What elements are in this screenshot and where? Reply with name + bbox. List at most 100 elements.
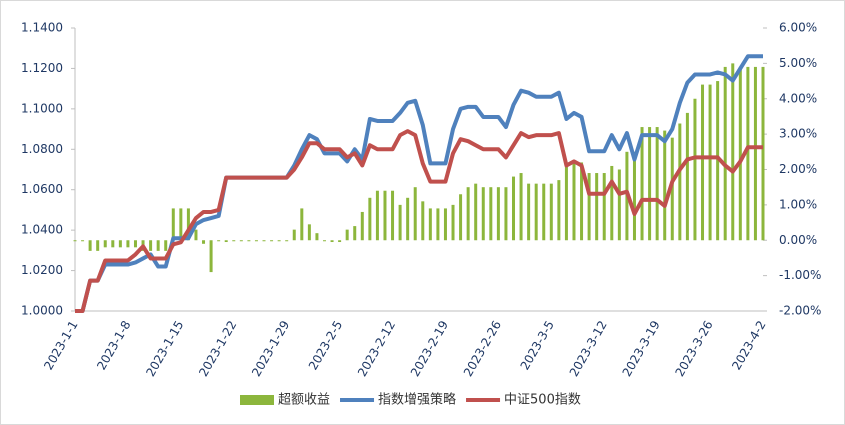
y2-tick-label: 5.00%	[779, 56, 817, 70]
bar	[436, 208, 440, 241]
bar	[549, 183, 553, 241]
bar	[708, 84, 712, 241]
bar	[300, 208, 304, 241]
bar	[368, 197, 372, 241]
y2-tick-label: -1.00%	[779, 268, 821, 282]
bar	[413, 187, 417, 241]
bar	[254, 240, 258, 242]
bar	[391, 190, 395, 241]
bar	[285, 240, 289, 242]
bar	[345, 229, 349, 241]
y2-tick-label: 0.00%	[779, 233, 817, 247]
y-tick-label: 1.0400	[21, 223, 63, 237]
line	[75, 129, 763, 313]
bar	[421, 201, 425, 241]
y2-tick-label: 1.00%	[779, 197, 817, 211]
bar	[239, 240, 243, 242]
bar	[617, 169, 621, 241]
y2-tick-label: 2.00%	[779, 162, 817, 176]
y2-tick-label: 3.00%	[779, 127, 817, 141]
bar	[640, 127, 644, 241]
bar	[678, 123, 682, 241]
bar	[572, 162, 576, 241]
bar	[519, 173, 523, 241]
legend-label: 超额收益	[278, 393, 330, 408]
bar	[610, 165, 614, 241]
bar	[564, 165, 568, 241]
bar	[443, 208, 447, 241]
bar	[383, 190, 387, 241]
y-tick-label: 1.0200	[21, 263, 63, 277]
bar	[315, 233, 319, 241]
y-tick-label: 1.1400	[21, 21, 63, 35]
bar	[202, 240, 206, 244]
y-tick-label: 1.0000	[21, 304, 63, 318]
bar	[489, 187, 493, 241]
bar	[353, 226, 357, 241]
bar	[149, 240, 153, 251]
bar	[133, 240, 137, 248]
bar	[322, 240, 326, 242]
bar	[428, 208, 432, 241]
bar	[224, 240, 228, 243]
bar	[580, 162, 584, 241]
bar	[330, 240, 334, 243]
bar	[126, 240, 130, 248]
bar	[459, 194, 463, 241]
bar	[746, 66, 750, 241]
bar	[595, 173, 599, 241]
bar	[701, 84, 705, 241]
bar	[693, 98, 697, 241]
bar	[232, 240, 236, 242]
bar	[307, 224, 311, 241]
bar	[542, 183, 546, 241]
y2-tick-label: 4.00%	[779, 91, 817, 105]
bar	[171, 208, 175, 241]
bar	[186, 208, 190, 241]
line	[75, 54, 763, 313]
bar	[602, 173, 606, 241]
bar	[217, 240, 221, 242]
bar	[338, 240, 342, 243]
bar	[466, 187, 470, 241]
y-tick-label: 1.0800	[21, 142, 63, 156]
y-tick-label: 1.1000	[21, 101, 63, 115]
bar	[716, 81, 720, 241]
legend-swatch	[240, 395, 274, 405]
bar	[375, 190, 379, 241]
legend-label: 中证500指数	[504, 393, 581, 408]
bar	[753, 66, 757, 241]
bar	[398, 204, 402, 241]
bar	[156, 240, 160, 251]
bar	[73, 240, 77, 242]
bar	[527, 183, 531, 241]
bar	[504, 187, 508, 241]
bar	[81, 240, 85, 242]
bar	[111, 240, 115, 248]
bar	[247, 240, 251, 242]
bar	[534, 183, 538, 241]
bar	[655, 127, 659, 241]
bar	[648, 127, 652, 241]
bar	[632, 151, 636, 241]
y2-tick-label: 6.00%	[779, 21, 817, 35]
bar	[277, 240, 281, 242]
bar	[406, 197, 410, 241]
bar	[685, 112, 689, 241]
bar	[96, 240, 100, 251]
y-tick-label: 1.0600	[21, 182, 63, 196]
bar	[360, 211, 364, 241]
bar	[474, 183, 478, 241]
bar	[451, 204, 455, 241]
y2-tick-label: -2.00%	[779, 304, 821, 318]
bar	[292, 229, 296, 241]
bar	[194, 229, 198, 241]
legend-label: 指数增强策略	[378, 392, 456, 408]
bar	[262, 240, 266, 242]
bar	[663, 130, 667, 241]
bar	[723, 66, 727, 241]
bar	[496, 187, 500, 241]
bar	[731, 63, 735, 241]
y-tick-label: 1.1200	[21, 61, 63, 75]
